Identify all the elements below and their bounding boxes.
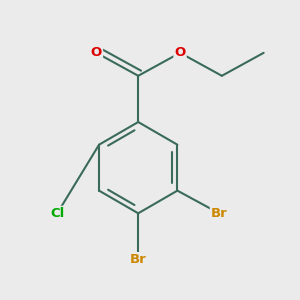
- Text: Br: Br: [211, 207, 228, 220]
- Text: O: O: [174, 46, 186, 59]
- Text: Br: Br: [130, 253, 147, 266]
- Text: Cl: Cl: [50, 207, 64, 220]
- Text: O: O: [91, 46, 102, 59]
